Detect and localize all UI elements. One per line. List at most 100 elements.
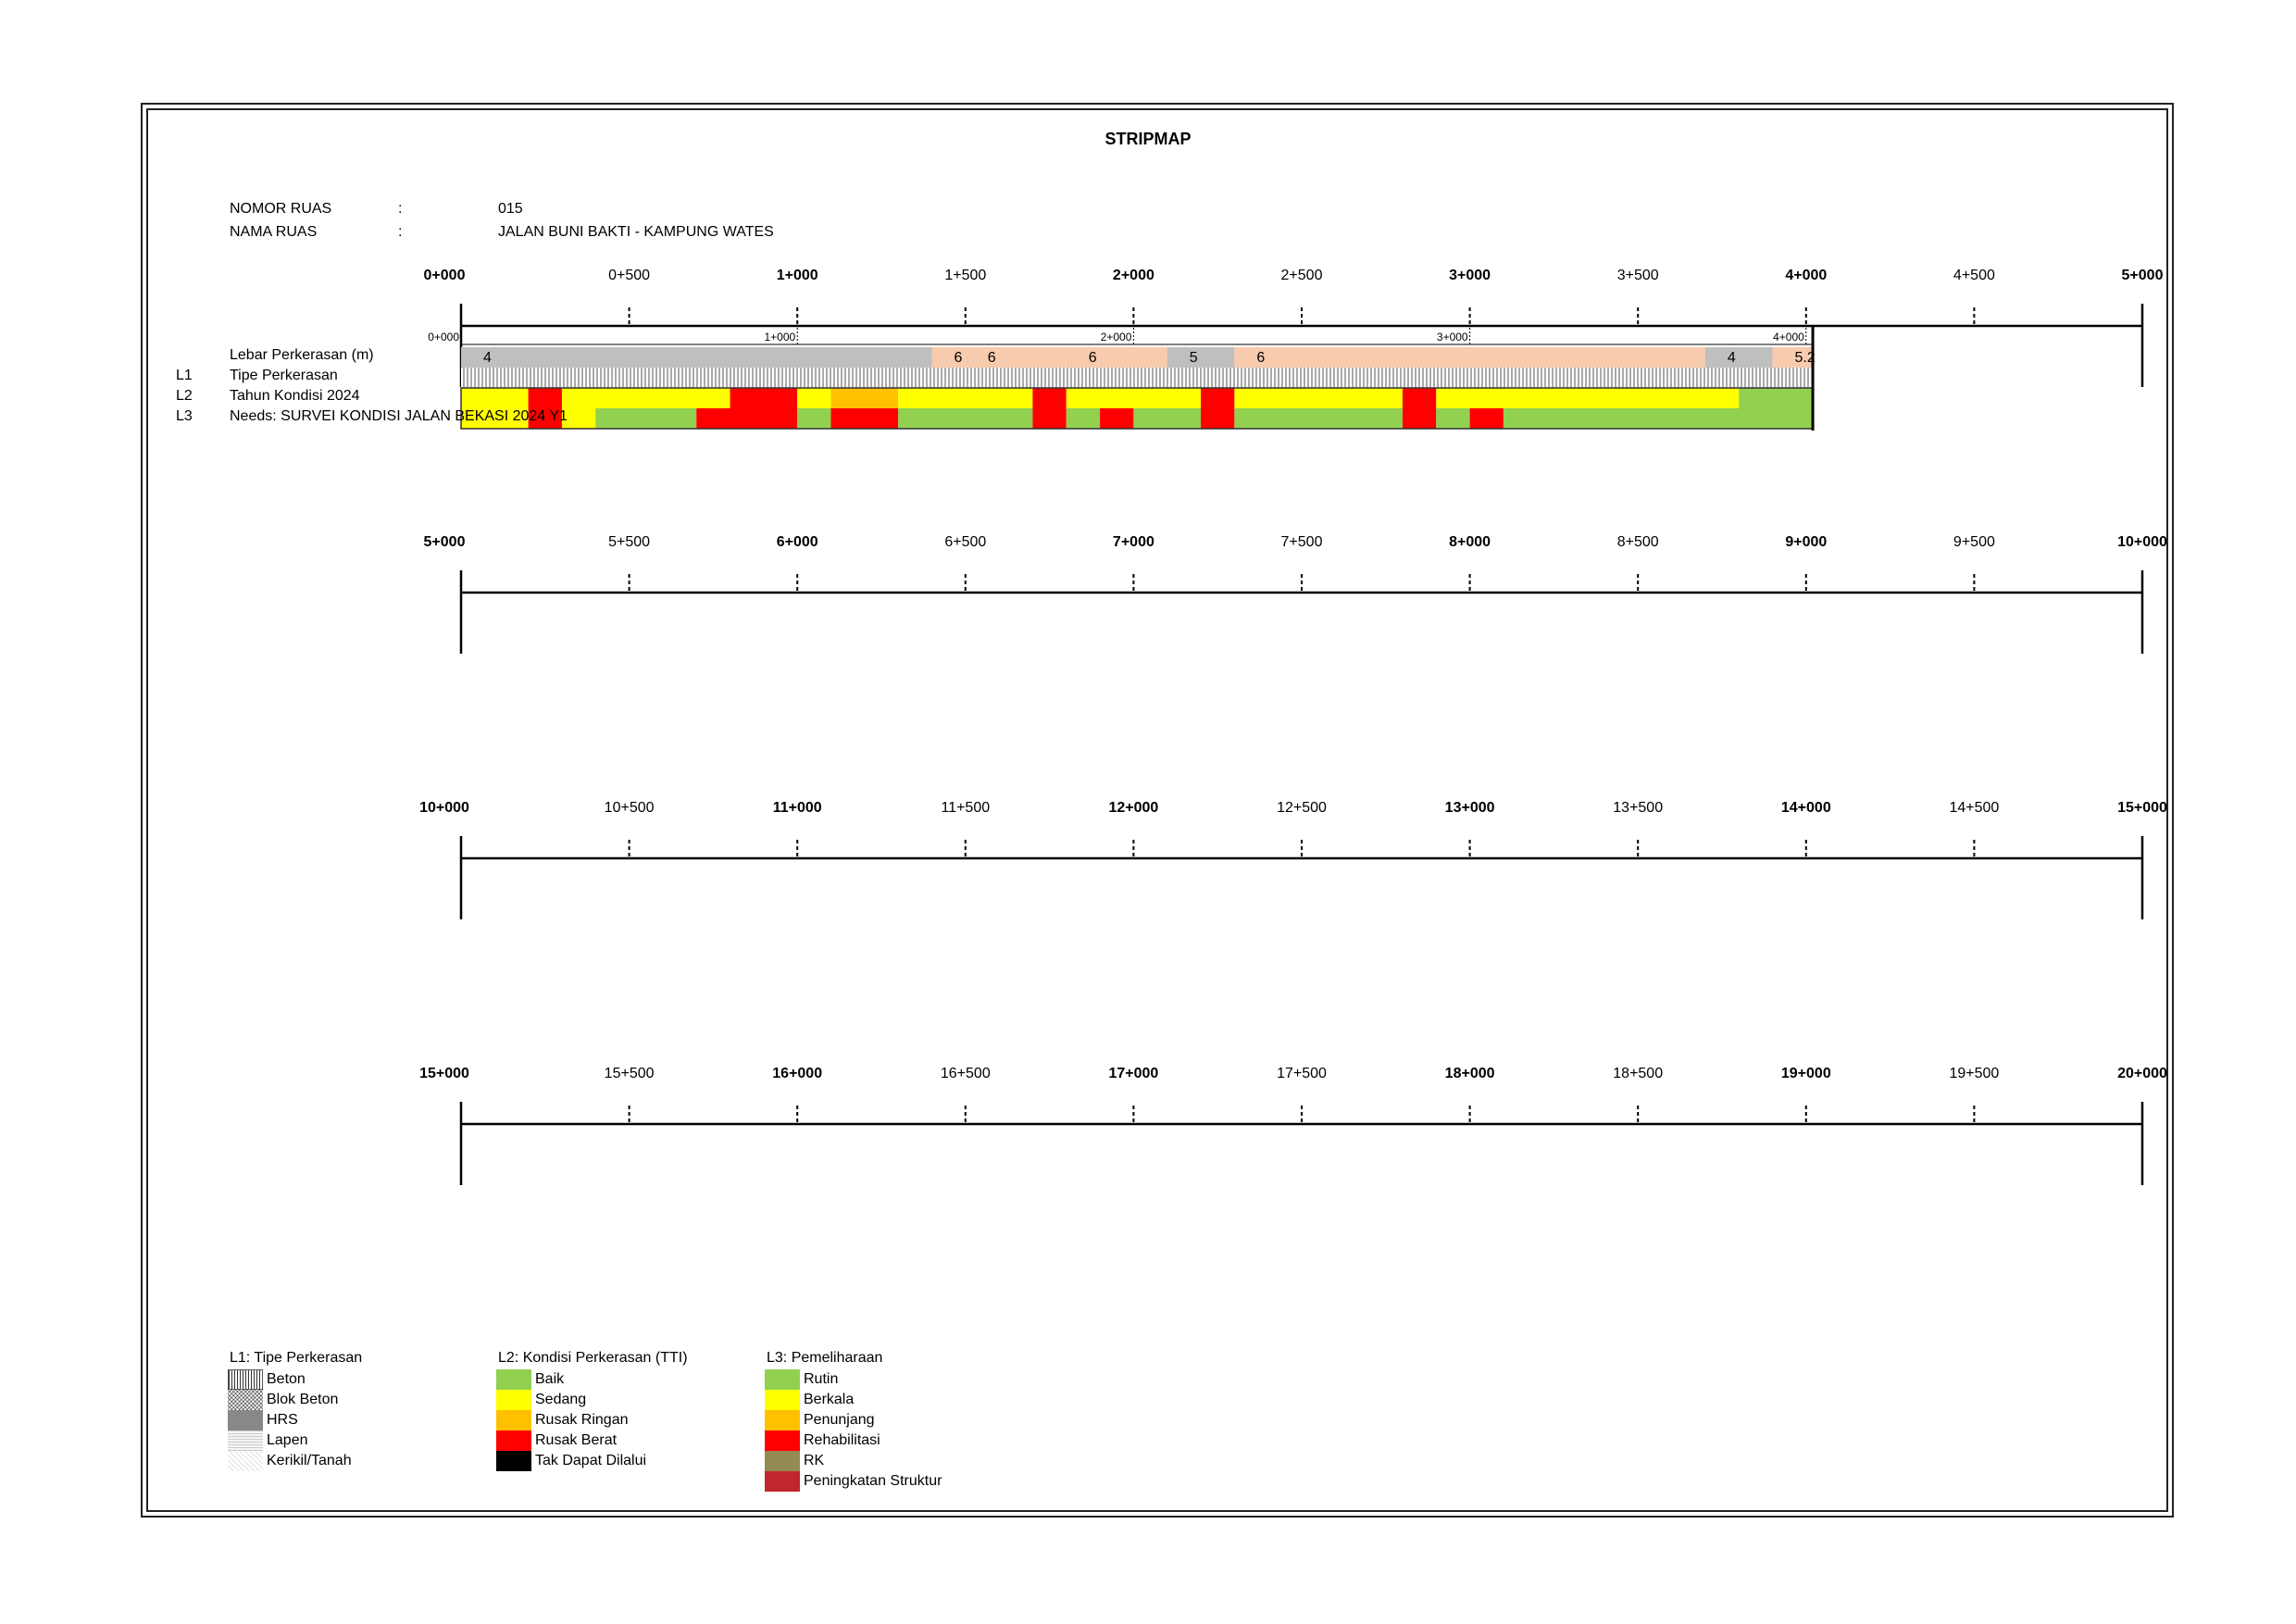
legend-swatch [228,1451,263,1471]
strip-4: 15+000 15+500 16+000 16+500 17+000 17+500 18+0… [419,1066,2167,1185]
needs-label: Needs: SURVEI KONDISI JALAN BEKASI 2024 … [230,408,568,424]
l3-segment [1436,408,1470,429]
l3-segment [595,408,697,429]
km-tick-label: 4+000 [1785,268,1827,283]
km-tick-label: 3+000 [1449,268,1491,283]
width-value-label: 4 [1728,350,1736,366]
legend-swatch [228,1369,263,1390]
minor-km-label: 0+000 [428,331,459,344]
km-tick-label: 2+500 [1281,268,1323,283]
km-tick-label: 15+500 [605,1066,655,1081]
l2-segment [1066,388,1202,408]
legend-label: Sedang [535,1392,587,1407]
tipe-perkerasan-label: Tipe Perkerasan [230,368,338,383]
nomor-ruas-colon: : [398,201,403,217]
tahun-kondisi-label: Tahun Kondisi 2024 [230,388,360,404]
legend-item: Rehabilitasi [765,1430,880,1451]
legend-swatch [765,1451,800,1471]
legend-item: Baik [496,1369,564,1390]
km-tick-label: 8+500 [1617,534,1659,550]
legend-label: Kerikil/Tanah [267,1453,352,1468]
legend-item: Peningkatan Struktur [765,1471,942,1492]
l2-segment [561,388,730,408]
legend-item: Kerikil/Tanah [228,1451,352,1471]
km-tick-label: 0+500 [608,268,650,283]
lebar-perkerasan-label: Lebar Perkerasan (m) [230,347,374,363]
km-tick-label: 15+000 [2117,800,2167,816]
l2-segment [797,388,831,408]
legend-l2-title: L2: Kondisi Perkerasan (TTI) [498,1350,688,1366]
km-tick-label: 9+500 [1953,534,1995,550]
width-value-label: 6 [988,350,996,366]
l3-segment [696,408,798,429]
width-value-label: 5 [1190,350,1198,366]
km-tick-label: 18+000 [1445,1066,1495,1081]
minor-km-label: 2+000 [1101,331,1132,344]
l3-code: L3 [176,408,193,424]
km-tick-label: 7+000 [1113,534,1154,550]
width-value-label: 4 [483,350,492,366]
l3-segment [830,408,899,429]
outer-frame [141,103,2174,1518]
km-tick-label: 13+500 [1613,800,1663,816]
strip-3: 10+000 10+500 11+000 11+500 12+000 12+500 13+0… [419,800,2167,919]
l1-segment-beton [461,368,1814,388]
legend-swatch [496,1430,531,1451]
l3-segment [1133,408,1202,429]
legend-swatch [496,1410,531,1430]
legend-label: RK [804,1453,825,1468]
km-tick-label: 17+500 [1277,1066,1327,1081]
km-tick-label: 18+500 [1613,1066,1663,1081]
legend-label: Peningkatan Struktur [804,1473,942,1489]
legend-swatch [765,1390,800,1410]
l3-segment [1066,408,1101,429]
nomor-ruas-value: 015 [498,201,523,217]
width-segment [1234,347,1705,368]
legend-item: Penunjang [765,1410,875,1430]
legend-swatch [765,1369,800,1390]
km-tick-label: 9+000 [1785,534,1827,550]
nama-ruas-label: NAMA RUAS [230,224,318,240]
width-value-label: 6 [1089,350,1097,366]
km-tick-label: 19+500 [1949,1066,1999,1081]
legend-item: Rusak Ringan [496,1410,629,1430]
legend-label: Tak Dapat Dilalui [535,1453,647,1468]
legend-swatch [765,1430,800,1451]
l2-segment [730,388,798,408]
l2-segment [830,388,899,408]
km-tick-label: 11+500 [941,800,990,816]
km-tick-label: 1+500 [944,268,986,283]
km-tick-label: 6+000 [777,534,818,550]
legend-item: HRS [228,1410,298,1430]
km-tick-label: 3+500 [1617,268,1659,283]
l2-segment [1402,388,1437,408]
legend-label: Berkala [804,1392,855,1407]
km-tick-label: 2+000 [1113,268,1154,283]
km-tick-label: 13+000 [1445,800,1495,816]
legend-label: HRS [267,1412,298,1428]
width-segment [461,347,932,368]
km-tick-label: 8+000 [1449,534,1491,550]
legend-swatch [765,1410,800,1430]
width-segment [1167,347,1235,368]
km-tick-label: 6+500 [944,534,986,550]
legend-swatch [765,1471,800,1492]
l2-segment [1234,388,1403,408]
width-value-label: 6 [1256,350,1265,366]
legend-item: Lapen [228,1430,308,1451]
legend-label: Rutin [804,1371,839,1387]
page-title: STRIPMAP [1104,130,1192,148]
km-tick-label: 5+500 [608,534,650,550]
l3-segment [1032,408,1067,429]
km-tick-label: 12+000 [1108,800,1158,816]
legend-label: Rehabilitasi [804,1432,880,1448]
km-tick-label: 20+000 [2117,1066,2167,1081]
legend-item: Sedang [496,1390,586,1410]
width-segment [965,347,1067,368]
km-tick-label: 14+500 [1949,800,1999,816]
legend-item: Tak Dapat Dilalui [496,1451,646,1471]
km-tick-label: 17+000 [1108,1066,1158,1081]
legend-label: Beton [267,1371,306,1387]
legend-item: RK [765,1451,824,1471]
